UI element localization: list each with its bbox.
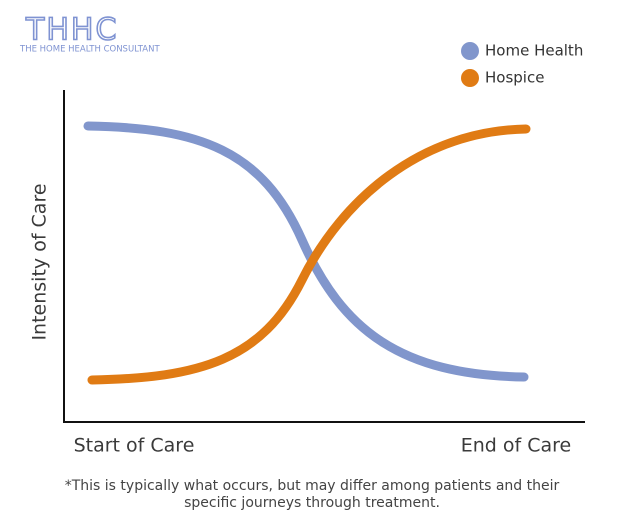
legend-label: Hospice [485, 69, 544, 87]
legend-swatch [461, 42, 479, 60]
home-health-curve [83, 121, 529, 382]
legend-swatch [461, 69, 479, 87]
logo: THHC [25, 13, 118, 48]
footnote: *This is typically what occurs, but may … [65, 478, 560, 494]
hospice-curve [87, 124, 531, 385]
x-start-label: Start of Care [74, 435, 195, 457]
footnote: specific journeys through treatment. [184, 495, 440, 511]
y-axis-label: Intensity of Care [29, 183, 51, 340]
logo-subtitle: THE HOME HEALTH CONSULTANT [19, 45, 160, 55]
x-end-label: End of Care [461, 435, 572, 457]
legend-label: Home Health [485, 42, 583, 60]
